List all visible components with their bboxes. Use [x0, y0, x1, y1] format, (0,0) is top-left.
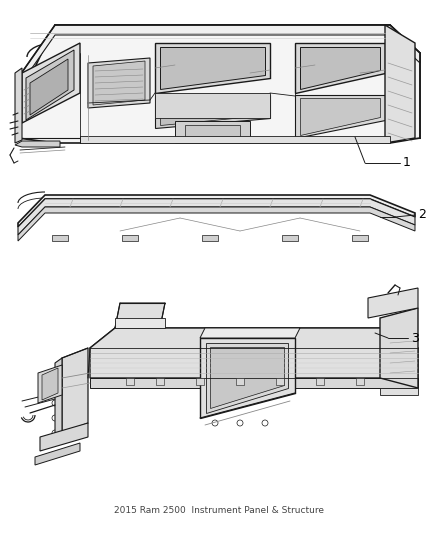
Polygon shape	[156, 378, 164, 385]
Polygon shape	[276, 378, 284, 385]
Polygon shape	[35, 443, 80, 465]
Polygon shape	[88, 58, 150, 108]
Polygon shape	[155, 95, 270, 128]
Polygon shape	[155, 93, 270, 118]
Text: 3: 3	[411, 332, 419, 344]
Text: 2015 Ram 2500  Instrument Panel & Structure: 2015 Ram 2500 Instrument Panel & Structu…	[114, 506, 324, 515]
Polygon shape	[15, 68, 22, 143]
Polygon shape	[38, 365, 62, 403]
Polygon shape	[52, 235, 68, 241]
Polygon shape	[210, 347, 284, 408]
Polygon shape	[200, 338, 295, 418]
Polygon shape	[200, 328, 300, 338]
Polygon shape	[160, 98, 265, 125]
Polygon shape	[30, 59, 68, 115]
Polygon shape	[126, 378, 134, 385]
Polygon shape	[185, 125, 240, 141]
Polygon shape	[90, 328, 418, 378]
Polygon shape	[300, 47, 380, 89]
Polygon shape	[380, 388, 418, 395]
Polygon shape	[206, 343, 288, 413]
Polygon shape	[62, 348, 88, 433]
Text: 2: 2	[418, 208, 426, 222]
Polygon shape	[40, 423, 88, 451]
Polygon shape	[18, 207, 415, 241]
Polygon shape	[115, 318, 165, 328]
Polygon shape	[22, 43, 80, 123]
Polygon shape	[80, 136, 390, 143]
Polygon shape	[295, 95, 385, 138]
Polygon shape	[316, 378, 324, 385]
Polygon shape	[93, 61, 145, 105]
Polygon shape	[300, 98, 380, 135]
Polygon shape	[90, 328, 418, 348]
Polygon shape	[90, 378, 418, 388]
Polygon shape	[175, 121, 250, 143]
Polygon shape	[15, 141, 60, 147]
Polygon shape	[155, 43, 270, 93]
Polygon shape	[385, 25, 415, 143]
Polygon shape	[26, 50, 74, 120]
Polygon shape	[282, 235, 298, 241]
Polygon shape	[196, 378, 204, 385]
Text: 1: 1	[403, 157, 411, 169]
Polygon shape	[352, 235, 368, 241]
Polygon shape	[42, 368, 58, 400]
Polygon shape	[18, 25, 420, 88]
Polygon shape	[122, 235, 138, 241]
Polygon shape	[18, 199, 415, 235]
Polygon shape	[356, 378, 364, 385]
Polygon shape	[236, 378, 244, 385]
Polygon shape	[202, 235, 218, 241]
Polygon shape	[380, 308, 418, 388]
Polygon shape	[18, 195, 415, 227]
Polygon shape	[368, 288, 418, 318]
Polygon shape	[55, 358, 62, 438]
Polygon shape	[115, 303, 165, 328]
Polygon shape	[18, 25, 420, 143]
Polygon shape	[295, 43, 385, 93]
Polygon shape	[160, 47, 265, 89]
